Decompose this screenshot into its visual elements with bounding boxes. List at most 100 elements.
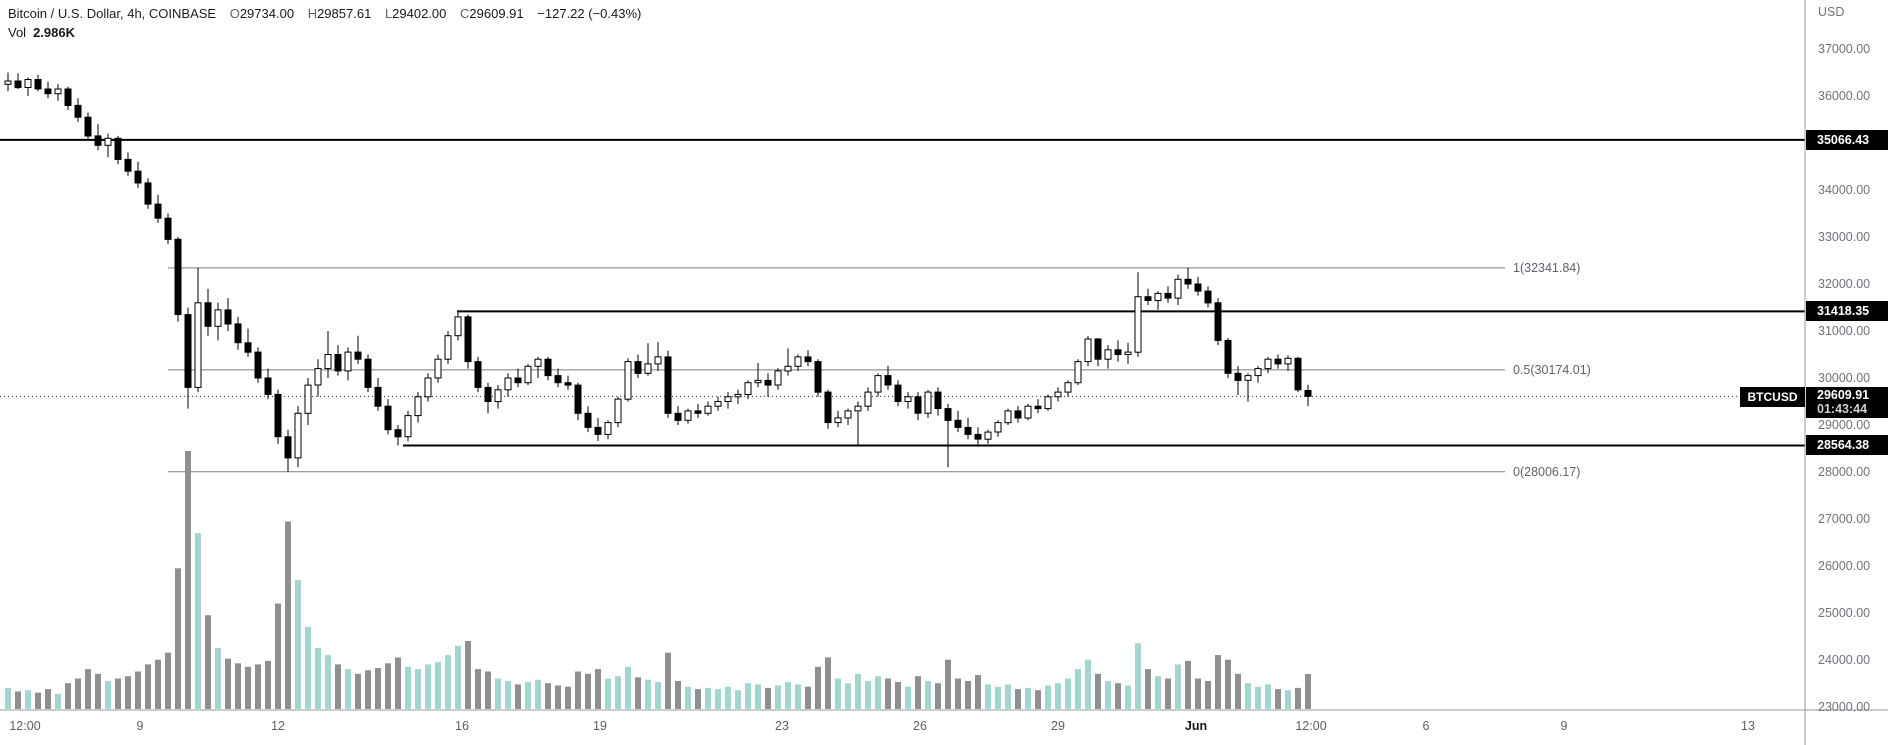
- volume-bar: [1205, 680, 1211, 709]
- volume-bar: [1125, 685, 1131, 709]
- volume-bar: [1055, 683, 1061, 709]
- candle-body: [1024, 405, 1032, 419]
- candle-body: [554, 375, 562, 384]
- volume-bar: [65, 683, 71, 709]
- volume-bar: [1085, 659, 1091, 709]
- candle-body: [454, 316, 462, 337]
- volume-bar: [1025, 687, 1031, 709]
- candle-body: [804, 356, 812, 363]
- volume-bar: [825, 657, 831, 709]
- volume-bar: [1115, 683, 1121, 709]
- candle-body: [1094, 338, 1102, 360]
- bar-countdown: 01:43:44: [1817, 402, 1868, 417]
- time-tick-label: 6: [1422, 719, 1430, 733]
- volume-bar: [925, 680, 931, 709]
- high-label: H: [307, 6, 318, 21]
- time-tick-label: 12:00: [9, 719, 41, 733]
- volume-label: Vol: [8, 25, 27, 40]
- volume-bar: [1105, 680, 1111, 709]
- volume-bar: [775, 685, 781, 709]
- volume-bar: [525, 682, 531, 709]
- volume-bar: [1275, 689, 1281, 709]
- candle-body: [504, 377, 512, 391]
- candle-body: [1064, 382, 1072, 393]
- volume-bar: [85, 669, 91, 709]
- high-value: 29857.61: [317, 6, 372, 21]
- fib-level-label: 0(28006.17): [1513, 464, 1581, 479]
- price-tick-label: 29000.00: [1818, 418, 1871, 432]
- volume-bar: [335, 664, 341, 709]
- price-tick-label: 30000.00: [1818, 371, 1871, 385]
- symbol-info-bar: Bitcoin / U.S. Dollar, 4h, COINBASE O297…: [8, 6, 641, 21]
- price-tick-label: 26000.00: [1818, 559, 1871, 573]
- candle-body: [894, 384, 902, 403]
- low-label: L: [384, 6, 393, 21]
- candle-body: [134, 170, 142, 184]
- candle-body: [1004, 410, 1012, 424]
- volume-bar: [895, 682, 901, 709]
- volume-bar: [565, 686, 571, 709]
- candle-body: [414, 396, 422, 417]
- candle-body: [644, 363, 652, 374]
- price-tick-label: 28000.00: [1818, 465, 1871, 479]
- low-value: 29402.00: [392, 6, 447, 21]
- volume-bar: [595, 669, 601, 709]
- volume-bar: [435, 662, 441, 709]
- volume-bar: [705, 687, 711, 709]
- candle-body: [224, 309, 232, 325]
- candle-body: [914, 396, 922, 414]
- volume-bar: [5, 687, 11, 709]
- volume-bar: [205, 615, 211, 709]
- candle-body: [1204, 290, 1212, 304]
- candle-body: [904, 396, 912, 402]
- candle-body: [974, 433, 982, 440]
- volume-bar: [915, 676, 921, 709]
- volume-bar: [1005, 684, 1011, 709]
- candle-body: [884, 375, 892, 386]
- volume-bar: [355, 673, 361, 709]
- volume-bar: [165, 652, 171, 709]
- volume-bar: [675, 680, 681, 709]
- candle-body: [54, 88, 62, 95]
- volume-bar: [945, 659, 951, 709]
- candle-body: [1264, 358, 1272, 370]
- volume-bar: [1195, 678, 1201, 709]
- volume-bar: [75, 678, 81, 709]
- volume-bar: [1295, 687, 1301, 709]
- price-tick-label: 33000.00: [1818, 230, 1871, 244]
- volume-bar: [395, 657, 401, 709]
- candle-body: [434, 358, 442, 379]
- volume-bar: [225, 658, 231, 709]
- price-tick-label: 25000.00: [1818, 606, 1871, 620]
- candle-body: [584, 412, 592, 428]
- volume-bar: [1075, 669, 1081, 709]
- time-tick-label: 12:00: [1295, 719, 1327, 733]
- candle-body: [284, 436, 292, 459]
- volume-bar: [185, 451, 191, 709]
- candle-body: [614, 398, 622, 424]
- candle-body: [114, 137, 122, 160]
- volume-bar: [35, 692, 41, 709]
- volume-bar: [425, 664, 431, 709]
- fib-level-label: 0.5(30174.01): [1513, 362, 1591, 377]
- price-tick-label: 34000.00: [1818, 183, 1871, 197]
- price-tick-label: 24000.00: [1818, 653, 1871, 667]
- candle-body: [394, 429, 402, 438]
- fib-level-label: 1(32341.84): [1513, 260, 1581, 275]
- price-tick-label: 27000.00: [1818, 512, 1871, 526]
- volume-bar: [515, 684, 521, 709]
- candle-body: [1164, 292, 1172, 299]
- volume-bar: [1265, 684, 1271, 709]
- candle-body: [524, 365, 532, 384]
- volume-bar: [1185, 660, 1191, 709]
- volume-bar: [585, 673, 591, 709]
- candle-body: [844, 410, 852, 419]
- volume-bar: [725, 686, 731, 709]
- volume-bar: [485, 671, 491, 709]
- volume-bar: [1135, 643, 1141, 709]
- change-value: −127.22 (−0.43%): [537, 6, 642, 21]
- volume-bar: [155, 659, 161, 709]
- candle-body: [1014, 410, 1022, 419]
